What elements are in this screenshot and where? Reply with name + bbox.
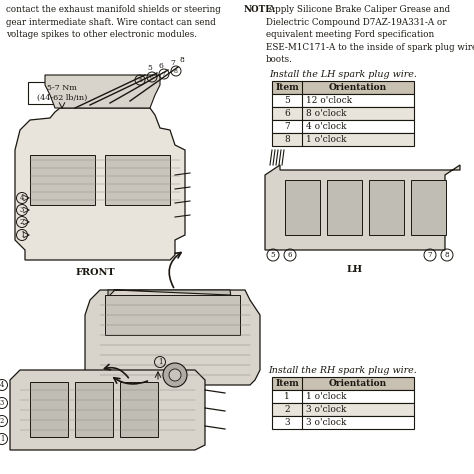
Text: 6: 6 (284, 109, 290, 118)
Bar (272, 403, 414, 416)
Text: 2: 2 (284, 405, 290, 414)
Text: Install the RH spark plug wire.: Install the RH spark plug wire. (269, 366, 418, 375)
Text: 1 o'clock: 1 o'clock (306, 392, 346, 401)
Text: 3 o'clock: 3 o'clock (306, 418, 346, 427)
Bar (411, 180, 446, 235)
Text: 3 o'clock: 3 o'clock (306, 405, 346, 414)
Polygon shape (108, 290, 232, 305)
Polygon shape (10, 370, 205, 450)
Bar (272, 133, 414, 146)
Text: 8: 8 (284, 135, 290, 144)
Bar (272, 94, 414, 107)
Text: 1: 1 (158, 358, 162, 366)
Text: LH: LH (347, 265, 363, 274)
Text: 12 o'clock: 12 o'clock (306, 96, 352, 105)
Circle shape (163, 363, 187, 387)
Text: 1: 1 (0, 435, 4, 443)
Polygon shape (15, 108, 185, 260)
Bar (75, 382, 113, 437)
Text: 2: 2 (0, 417, 4, 425)
Text: 6: 6 (288, 251, 292, 259)
Bar (285, 180, 320, 235)
Text: 5: 5 (284, 96, 290, 105)
Text: Orientation: Orientation (329, 379, 387, 388)
Text: Install the LH spark plug wire.: Install the LH spark plug wire. (269, 70, 417, 79)
Text: Orientation: Orientation (329, 83, 387, 92)
Text: 3: 3 (20, 206, 24, 214)
Text: 1 o'clock: 1 o'clock (306, 135, 346, 144)
Text: 7: 7 (284, 122, 290, 131)
Text: 8 o'clock: 8 o'clock (306, 109, 346, 118)
Text: 3: 3 (0, 399, 4, 407)
Polygon shape (265, 165, 460, 250)
Text: Apply Silicone Brake Caliper Grease and
Dielectric Compound D7AZ-19A331-A or
equ: Apply Silicone Brake Caliper Grease and … (266, 5, 474, 64)
Text: Item: Item (275, 83, 299, 92)
Bar (105, 295, 240, 335)
Text: 6: 6 (159, 62, 164, 70)
Text: 8: 8 (174, 69, 178, 73)
Text: 7: 7 (170, 59, 175, 67)
Text: 1: 1 (284, 392, 290, 401)
Bar (272, 107, 414, 120)
Text: Item: Item (275, 379, 299, 388)
Text: 7: 7 (162, 72, 166, 76)
Bar (369, 180, 404, 235)
Text: 5: 5 (138, 78, 142, 82)
Text: 5: 5 (147, 64, 152, 72)
Polygon shape (45, 75, 160, 108)
Bar (120, 382, 158, 437)
Text: 4 o'clock: 4 o'clock (306, 122, 346, 131)
Text: 5: 5 (271, 251, 275, 259)
Bar (272, 390, 414, 403)
Text: 3: 3 (284, 418, 290, 427)
Text: 8: 8 (445, 251, 449, 259)
Text: 5-7 Nm
(44-62 lb/in): 5-7 Nm (44-62 lb/in) (37, 84, 87, 101)
Bar (327, 180, 362, 235)
Bar (272, 81, 414, 94)
Bar (30, 382, 68, 437)
Text: NOTE:: NOTE: (244, 5, 276, 14)
Text: 4: 4 (20, 194, 24, 202)
Text: 8: 8 (180, 56, 185, 64)
Polygon shape (85, 290, 260, 385)
Text: 2: 2 (20, 218, 24, 226)
Text: FRONT: FRONT (75, 268, 115, 277)
Bar (272, 377, 414, 390)
Text: 6: 6 (150, 74, 154, 80)
Text: 1: 1 (20, 231, 24, 239)
Circle shape (169, 369, 181, 381)
Text: 7: 7 (428, 251, 432, 259)
Bar (272, 120, 414, 133)
Bar (28, 82, 96, 104)
Text: contact the exhaust manifold shields or steering
gear intermediate shaft. Wire c: contact the exhaust manifold shields or … (6, 5, 221, 39)
Bar (272, 416, 414, 429)
Bar (30, 155, 95, 205)
Bar (105, 155, 170, 205)
Text: 4: 4 (0, 381, 4, 389)
